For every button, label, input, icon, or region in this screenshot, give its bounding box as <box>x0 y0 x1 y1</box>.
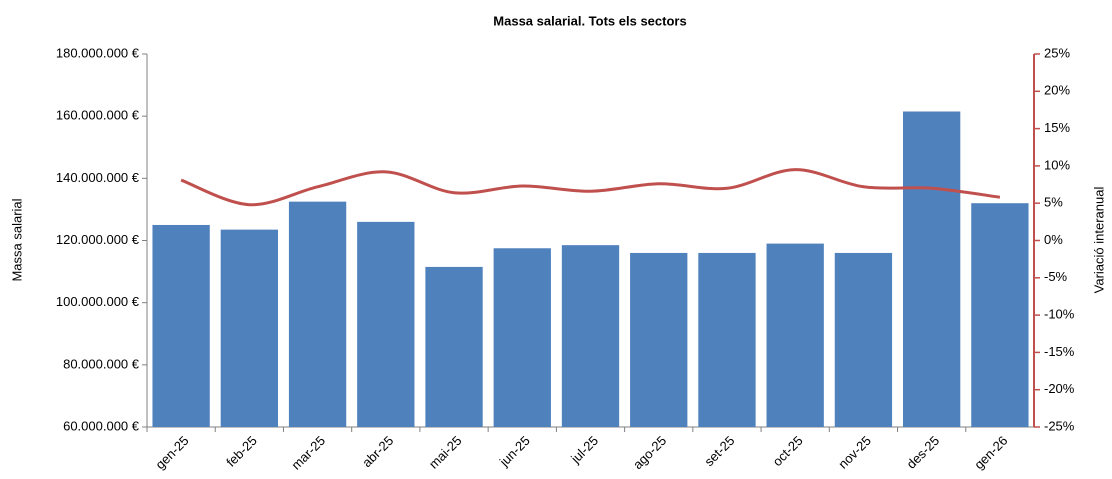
y2-tick-label: 10% <box>1044 157 1070 172</box>
bar <box>152 224 210 427</box>
x-tick-label: ago-25 <box>630 433 669 472</box>
y2-axis-title: Variació interanual <box>1091 187 1106 294</box>
bar <box>698 252 756 427</box>
x-tick-label: des-25 <box>903 433 942 472</box>
bar <box>288 201 347 427</box>
x-tick-label: mar-25 <box>288 433 328 473</box>
y2-tick-label: 5% <box>1044 195 1063 210</box>
bar <box>766 243 824 427</box>
bar <box>971 203 1029 427</box>
x-tick-label: nov-25 <box>835 433 874 472</box>
chart-title: Massa salarial. Tots els sectors <box>493 13 686 28</box>
bar <box>493 248 551 427</box>
line <box>180 168 1001 207</box>
x-tick-label: oct-25 <box>770 433 806 469</box>
x-tick-label: mai-25 <box>426 433 465 472</box>
y2-tick-label: 15% <box>1044 120 1070 135</box>
x-tick-label: gen-25 <box>152 433 191 472</box>
x-tick-label: abr-25 <box>359 433 396 470</box>
y-tick-label: 140.000.000 € <box>56 170 140 185</box>
bar <box>425 266 483 427</box>
x-tick-label: gen-26 <box>971 433 1010 472</box>
y2-tick-label: -20% <box>1044 381 1075 396</box>
y2-tick-label: -15% <box>1044 344 1075 359</box>
bar <box>220 229 279 427</box>
bar <box>561 245 620 427</box>
x-tick-label: feb-25 <box>223 433 260 470</box>
x-tick-label: set-25 <box>701 433 737 469</box>
bar <box>902 111 961 428</box>
y-tick-label: 180.000.000 € <box>56 45 140 60</box>
bar <box>357 221 415 427</box>
bar <box>834 252 893 427</box>
x-tick-label: jul-25 <box>567 433 601 467</box>
y-axis-title: Massa salarial <box>9 198 24 281</box>
y-tick-label: 160.000.000 € <box>56 108 140 123</box>
y2-tick-label: -25% <box>1044 418 1075 433</box>
y2-tick-label: 25% <box>1044 45 1070 60</box>
y2-tick-label: -10% <box>1044 307 1075 322</box>
y-tick-label: 80.000.000 € <box>63 356 140 371</box>
bar <box>630 252 688 427</box>
y-tick-label: 60.000.000 € <box>63 418 140 433</box>
y2-tick-label: -5% <box>1044 269 1068 284</box>
x-tick-label: jun-25 <box>496 433 533 470</box>
y2-tick-label: 0% <box>1044 232 1063 247</box>
y2-tick-label: 20% <box>1044 83 1070 98</box>
y-tick-label: 120.000.000 € <box>56 232 140 247</box>
y-tick-label: 100.000.000 € <box>56 294 140 309</box>
